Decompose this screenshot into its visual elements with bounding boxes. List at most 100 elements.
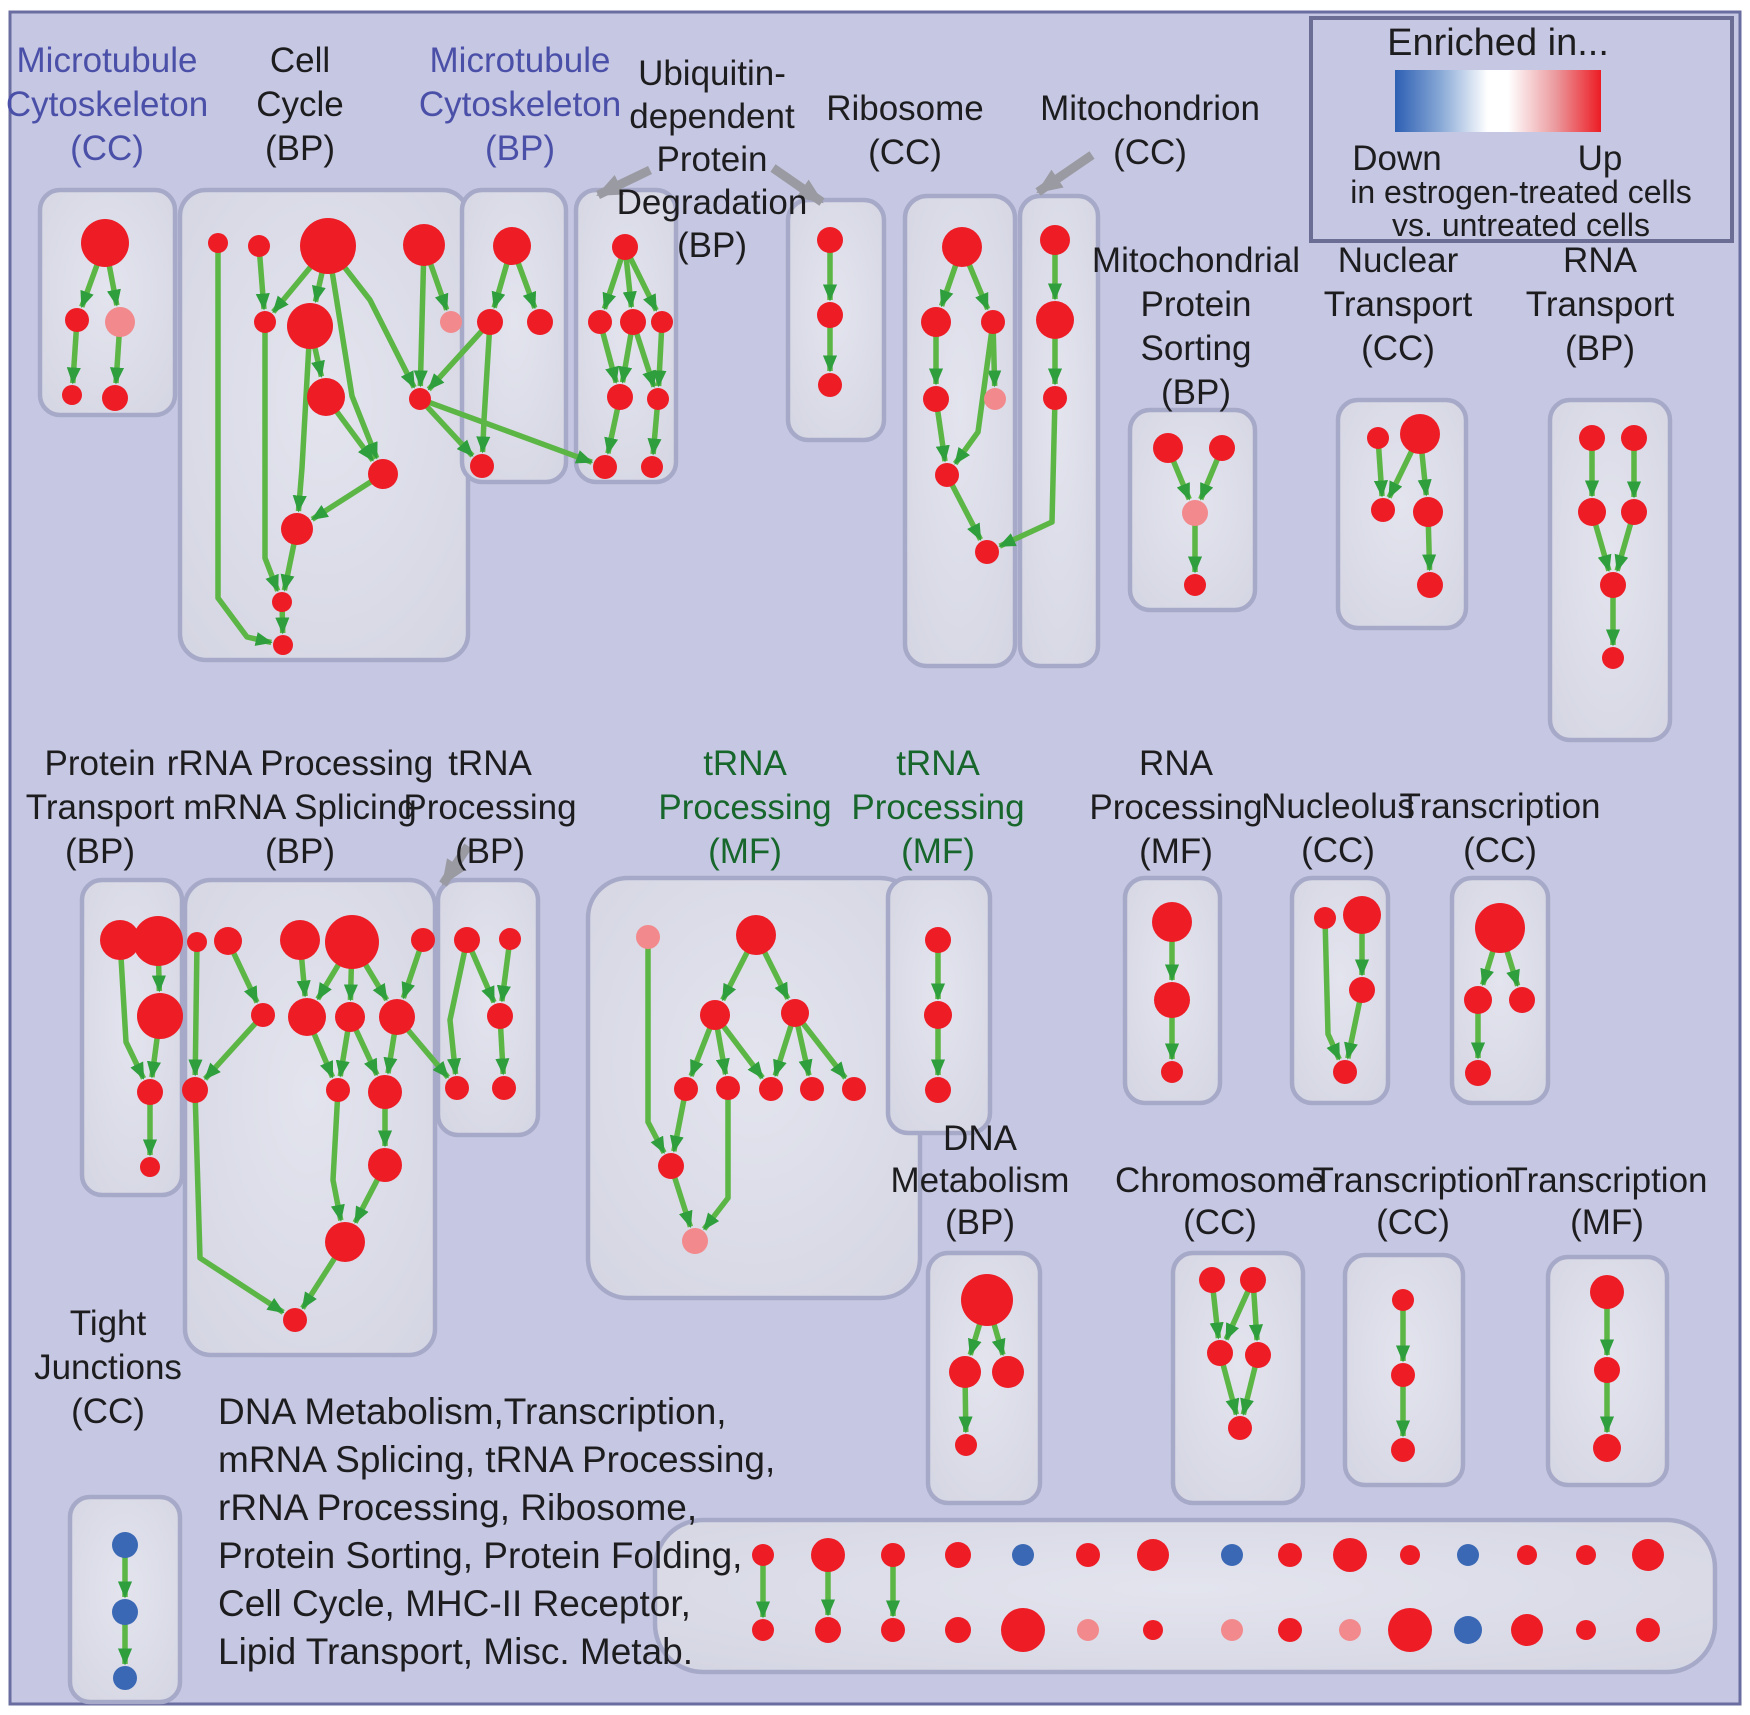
gene-term-node (113, 1666, 137, 1690)
category-label: Chromosome (CC) (1115, 1161, 1325, 1242)
gene-term-node (499, 928, 521, 950)
legend-subtitle-line1: in estrogen-treated cells (1350, 174, 1692, 210)
hierarchy-edge (714, 1028, 730, 1076)
hierarchy-edge (413, 264, 428, 388)
category-label: Ubiquitin-dependent Protein Degradation (BP… (617, 54, 808, 265)
gene-term-node (248, 235, 270, 257)
category-label: Microtubule Cytoskeleton (BP) (419, 41, 621, 168)
gene-term-node (1221, 1544, 1243, 1566)
gene-term-node (1576, 1620, 1596, 1640)
gene-term-node (1221, 1619, 1243, 1641)
hierarchy-edge (672, 1176, 694, 1229)
hierarchy-edge (426, 329, 484, 392)
hierarchy-edge (428, 262, 450, 312)
hierarchy-edge (231, 951, 260, 1004)
gene-term-node (137, 1079, 163, 1105)
gene-term-node (411, 928, 435, 952)
gene-term-node (251, 1003, 275, 1027)
hierarchy-edge (669, 1099, 687, 1153)
hierarchy-edge (795, 1025, 813, 1077)
hierarchy-edge (987, 332, 1002, 388)
hierarchy-edge (106, 265, 121, 307)
gene-term-node (379, 999, 415, 1035)
category-label: rRNA Processing mRNA Splicing (BP) (167, 744, 433, 871)
hierarchy-edge (146, 1037, 161, 1079)
hierarchy-edge (343, 967, 358, 1002)
gene-term-node (1154, 982, 1190, 1018)
go-category-box (1170, 1250, 1306, 1506)
hierarchy-edge (952, 332, 995, 466)
hierarchy-edge (311, 346, 325, 378)
category-label: tRNA Processing (BP) (403, 744, 576, 871)
legend-gradient-bar (1395, 70, 1601, 132)
gene-term-node (1240, 1267, 1266, 1293)
hierarchy-edge (353, 1028, 380, 1077)
gene-term-node (493, 227, 531, 265)
gene-term-node (607, 384, 633, 410)
hierarchy-edge (496, 948, 512, 1003)
gene-term-node (102, 385, 128, 411)
hierarchy-edge (315, 962, 341, 1001)
hierarchy-edge (647, 408, 662, 456)
gene-term-node (811, 1538, 845, 1572)
gene-term-node (105, 307, 135, 337)
gene-term-node (1182, 500, 1208, 526)
hierarchy-edge (622, 258, 637, 309)
hierarchy-edge (109, 335, 125, 385)
gene-term-node (647, 388, 669, 410)
gene-term-node (1594, 1357, 1620, 1383)
category-label: Nucleolus (CC) (1261, 787, 1415, 870)
gene-term-node (1012, 1544, 1034, 1566)
gene-term-node (140, 1157, 160, 1177)
legend-title: Enriched in... (1387, 22, 1609, 64)
hierarchy-edge (1248, 1291, 1264, 1342)
hierarchy-edge (627, 256, 659, 312)
gene-term-node (817, 302, 843, 328)
gene-term-node (1464, 986, 1492, 1014)
gene-term-node (325, 915, 379, 969)
gene-term-node (325, 1222, 365, 1262)
hierarchy-edge (310, 479, 373, 522)
gene-term-node (925, 927, 951, 953)
hierarchy-edge (949, 483, 983, 541)
go-category-box (573, 187, 679, 485)
hierarchy-edge (203, 1021, 258, 1081)
hierarchy-edge (255, 255, 270, 311)
gene-term-node (1152, 902, 1192, 942)
gene-term-node (492, 1076, 516, 1100)
annotation-arrow (596, 165, 652, 200)
gene-term-node (881, 1543, 905, 1567)
hierarchy-edge (772, 1024, 794, 1077)
annotation-arrow (439, 843, 472, 887)
gene-term-node (280, 920, 320, 960)
gene-term-node (1388, 1608, 1432, 1652)
hierarchy-edge (958, 1386, 973, 1434)
hierarchy-edge (192, 1101, 285, 1315)
gene-term-node (1454, 1616, 1482, 1644)
hierarchy-edge (645, 948, 667, 1154)
hierarchy-edge (998, 408, 1058, 549)
legend-up-label: Up (1578, 139, 1623, 178)
gene-term-node (1590, 1275, 1624, 1309)
gene-term-node (1077, 1619, 1099, 1641)
annotation-arrow (1035, 151, 1095, 196)
gene-term-node (815, 1617, 841, 1643)
hierarchy-edge (79, 263, 100, 309)
gene-term-node (1391, 1438, 1415, 1462)
gene-term-node (1600, 572, 1626, 598)
gene-term-node (1278, 1543, 1302, 1567)
category-label: Microtubule Cytoskeleton (CC) (6, 41, 208, 168)
gene-term-node (1636, 1618, 1660, 1642)
gene-term-node (1578, 498, 1606, 526)
gene-term-node (65, 308, 89, 332)
gene-term-node (924, 1001, 952, 1029)
misc-categories-text-block: DNA Metabolism,Transcription, mRNA Splici… (218, 1391, 775, 1672)
gene-term-node (487, 1003, 513, 1029)
hierarchy-edge (1592, 523, 1612, 572)
go-category-box (459, 187, 569, 485)
gene-term-node (1343, 896, 1381, 934)
gene-term-node (945, 1542, 971, 1568)
hierarchy-edge (515, 261, 538, 310)
